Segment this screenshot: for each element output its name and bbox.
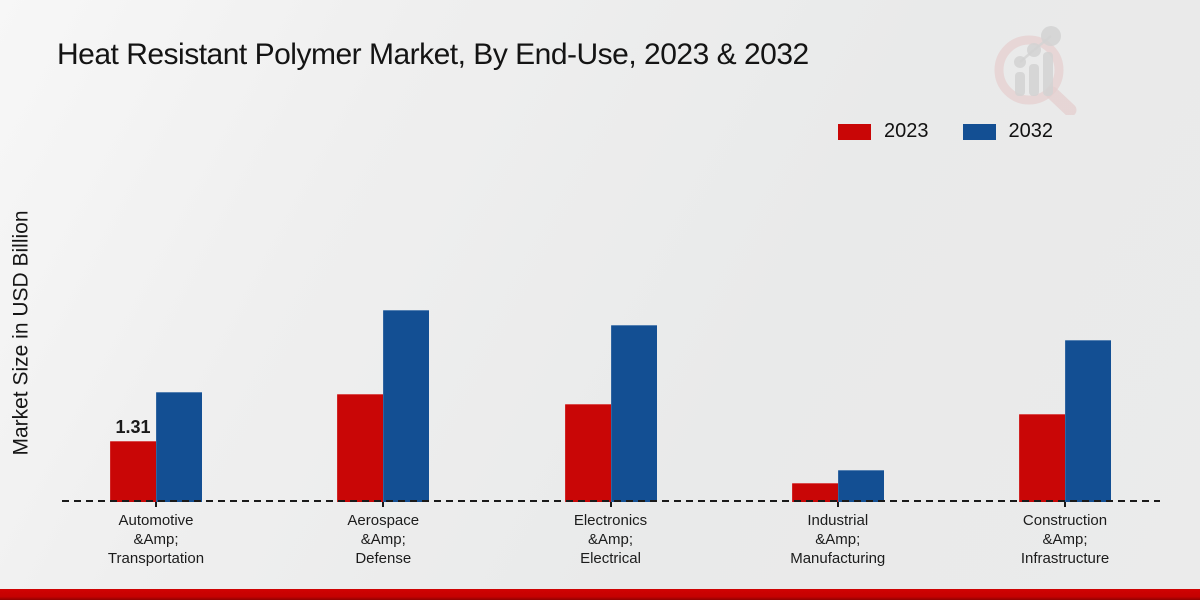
legend-item-2023: 2023 xyxy=(838,120,929,143)
legend-label-2023: 2023 xyxy=(884,120,929,142)
legend-swatch-2023 xyxy=(838,123,871,140)
bar-2032-category-1 xyxy=(383,310,430,502)
magnifier-ring-icon xyxy=(994,35,1064,105)
bar-2032-category-3 xyxy=(837,470,884,502)
bar-2032-category-0 xyxy=(156,392,202,502)
dot-icon xyxy=(1027,43,1041,57)
x-axis-category-label-4: Construction &Amp; Infrastructure xyxy=(1020,512,1110,567)
bar-2032-category-4 xyxy=(1065,340,1111,502)
x-axis-category-label-0: Automotive &Amp; Transportation xyxy=(107,512,205,567)
x-axis-tick xyxy=(155,502,157,507)
x-axis-tick xyxy=(382,502,385,507)
bar-icon xyxy=(1015,72,1025,96)
bar-value-label: 1.31 xyxy=(115,417,151,437)
bar-2023-category-2 xyxy=(564,404,611,502)
chart-title: Heat Resistant Polymer Market, By End-Us… xyxy=(57,38,809,71)
x-axis-category-label-3: Industrial &Amp; Manufacturing xyxy=(790,512,886,567)
y-axis-label-box: Market Size in USD Billion xyxy=(4,150,40,515)
dot-icon xyxy=(1014,56,1026,68)
market-research-future-logo-watermark xyxy=(994,26,1077,115)
bar-2023-category-0 xyxy=(110,441,156,502)
x-axis-tick xyxy=(836,502,839,507)
dot-icon xyxy=(1041,26,1061,46)
bar-2023-category-1 xyxy=(337,394,384,502)
y-axis-label: Market Size in USD Billion xyxy=(10,209,33,456)
legend-item-2032: 2032 xyxy=(962,120,1054,143)
magnifier-handle-icon xyxy=(1045,86,1077,115)
bottom-accent-bar xyxy=(0,589,1200,600)
bar-2023-category-4 xyxy=(1019,414,1065,502)
x-axis-category-label-2: Electronics &Amp; Electrical xyxy=(573,512,648,567)
x-axis-tick xyxy=(1064,502,1066,507)
x-axis-category-label-1: Aerospace &Amp; Defense xyxy=(347,512,420,567)
x-axis-baseline xyxy=(62,500,1160,502)
bar-icon xyxy=(1043,52,1053,96)
legend: 2023 2032 xyxy=(838,120,1053,143)
legend-label-2032: 2032 xyxy=(1008,120,1054,142)
bar-2023-category-3 xyxy=(791,483,838,502)
legend-swatch-2032 xyxy=(962,123,996,140)
bar-icon xyxy=(1029,64,1039,96)
bar-2032-category-2 xyxy=(610,325,657,502)
x-axis-tick xyxy=(609,502,612,507)
